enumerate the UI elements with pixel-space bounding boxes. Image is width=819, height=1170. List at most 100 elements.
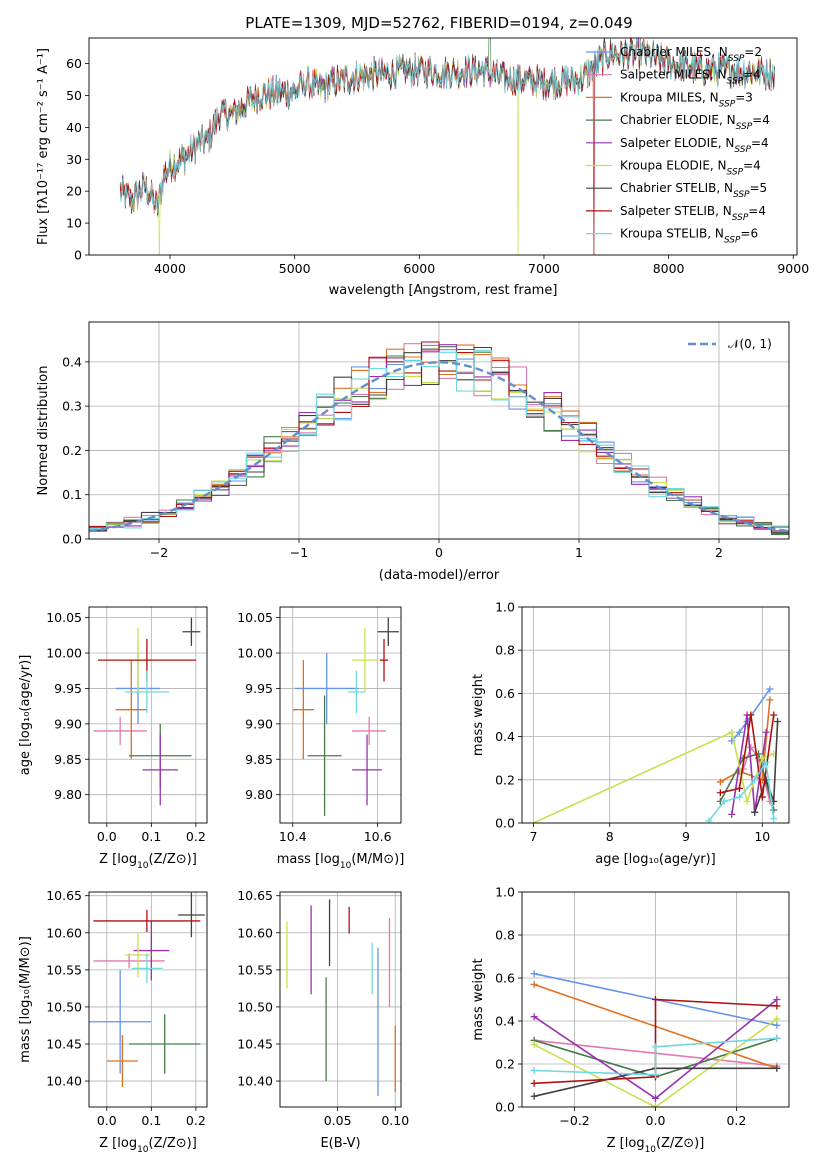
weight-marker xyxy=(652,996,659,1003)
x-tick-label: 7000 xyxy=(528,261,560,276)
y-tick-label: 0.8 xyxy=(495,643,515,658)
panel-mass-vs-metallicity: 0.0 0.1 0.2 10.40 10.45 10.50 10.55 10.60 10.65 Z… xyxy=(18,888,208,1155)
y-tick-label: 10.65 xyxy=(237,888,273,903)
weight-marker xyxy=(652,1094,659,1102)
spectrum-series-line xyxy=(119,38,775,213)
weight-marker xyxy=(735,728,743,736)
legend-entry: Salpeter STELIB, NSSP=4 xyxy=(620,204,766,223)
y-tick-label: 10.00 xyxy=(237,646,273,661)
y-tick-label: 0.0 xyxy=(495,1100,515,1115)
y-tick-label: 10.05 xyxy=(237,610,273,625)
y-tick-label: 0 xyxy=(74,248,82,263)
y-tick-label: 0.8 xyxy=(495,928,515,943)
x-axis-label: mass [log10(M/M⊙)] xyxy=(277,852,405,871)
weight-marker xyxy=(530,1092,538,1100)
weight-marker xyxy=(773,1064,781,1072)
legend-entry: Chabrier STELIB, NSSP=5 xyxy=(620,181,767,200)
x-tick-label: 5000 xyxy=(279,261,311,276)
errorbars xyxy=(93,617,201,806)
y-tick-label: 0.2 xyxy=(495,772,515,787)
y-tick-label: 9.95 xyxy=(54,681,82,696)
y-tick-label: 10.65 xyxy=(46,888,82,903)
y-tick-label: 0.2 xyxy=(62,443,82,458)
legend-entry: Salpeter MILES, NSSP=4 xyxy=(620,68,761,87)
weight-marker xyxy=(770,815,778,823)
legend-entry: Salpeter ELODIE, NSSP=4 xyxy=(620,136,769,155)
weight-marker xyxy=(735,784,743,792)
weight-marker xyxy=(720,797,728,805)
y-tick-label: 0.4 xyxy=(495,1014,515,1029)
legend-entry: Kroupa ELODIE, NSSP=4 xyxy=(620,159,761,178)
y-tick-label: 10.45 xyxy=(46,1036,82,1051)
weight-marker xyxy=(530,1066,538,1074)
y-tick-label: 9.95 xyxy=(245,681,273,696)
x-tick-label: −2 xyxy=(150,545,168,560)
panel-weight-vs-age: 7 8 9 10 0.0 0.2 0.4 0.6 0.8 1.0 age [log₁₀(age/yr… xyxy=(471,600,790,867)
x-axis-label: Z [log10(Z/Z⊙)] xyxy=(607,1136,705,1155)
y-tick-label: 9.90 xyxy=(54,716,82,731)
weight-marker xyxy=(530,1079,538,1087)
weight-marker xyxy=(773,996,781,1003)
errorbars xyxy=(292,617,399,816)
x-tick-label: 0.2 xyxy=(186,1113,206,1128)
weight-series-line xyxy=(731,688,771,742)
panel-spectrum: 4000 5000 6000 7000 8000 9000 0 10 20 30 40 50 60 wav… xyxy=(36,37,809,298)
y-tick-label: 10 xyxy=(66,216,82,231)
y-tick-label: 9.90 xyxy=(245,716,273,731)
x-tick-label: 1 xyxy=(575,545,583,560)
y-tick-label: 9.80 xyxy=(54,787,82,802)
x-axis-label: Z [log10(Z/Z⊙)] xyxy=(99,1136,197,1155)
weight-marker xyxy=(747,711,755,719)
y-tick-label: 0.0 xyxy=(495,816,515,831)
weight-marker xyxy=(774,717,782,725)
weight-lines xyxy=(529,685,782,823)
weight-marker xyxy=(773,1021,781,1029)
x-axis-label: Z [log10(Z/Z⊙)] xyxy=(99,852,197,871)
weight-marker xyxy=(529,819,537,823)
x-tick-label: 6000 xyxy=(403,261,435,276)
y-axis-label: mass [log₁₀(M/M⊙)] xyxy=(18,936,33,1063)
y-tick-label: 10.05 xyxy=(46,610,82,625)
figure-title: PLATE=1309, MJD=52762, FIBERID=0194, z=0… xyxy=(245,14,632,32)
x-tick-label: 8000 xyxy=(653,261,685,276)
weight-marker xyxy=(530,1013,538,1021)
weight-marker xyxy=(762,759,770,767)
weight-marker xyxy=(762,728,770,736)
y-tick-label: 0.4 xyxy=(495,729,515,744)
axes-frame xyxy=(279,606,402,824)
y-tick-label: 0.3 xyxy=(62,399,82,414)
legend-entry: Kroupa STELIB, NSSP=6 xyxy=(620,227,758,246)
weight-series-line xyxy=(533,1018,778,1107)
x-axis-label: wavelength [Angstrom, rest frame] xyxy=(329,283,558,298)
y-tick-label: 10.55 xyxy=(46,962,82,977)
panel-weight-vs-metallicity: −0.2 0.0 0.2 0.0 0.2 0.4 0.6 0.8 1.0 Z [log10(Z/Z… xyxy=(471,885,790,1155)
weight-marker xyxy=(705,817,713,823)
legend-entry: Chabrier MILES, NSSP=2 xyxy=(620,45,762,64)
weight-marker xyxy=(530,980,538,988)
weight-marker xyxy=(751,776,759,784)
weight-marker xyxy=(758,754,766,762)
weight-marker xyxy=(751,808,759,816)
axes-frame xyxy=(88,891,208,1108)
weight-series-line xyxy=(708,760,775,822)
axes-frame xyxy=(279,891,402,1108)
weight-marker xyxy=(743,797,751,805)
y-axis-label: mass weight xyxy=(471,674,486,756)
x-tick-label: 10 xyxy=(754,829,770,844)
weight-marker xyxy=(766,685,774,693)
panel-mass-vs-ebv: 0.05 0.10 10.40 10.45 10.50 10.55 10.60 10.65 E(… xyxy=(237,888,409,1151)
histograms xyxy=(89,341,789,536)
weight-marker xyxy=(652,1103,659,1107)
weight-marker xyxy=(770,806,778,814)
x-tick-label: 0.1 xyxy=(141,1113,161,1128)
y-tick-label: 10.40 xyxy=(46,1074,82,1089)
x-tick-label: 0.0 xyxy=(646,1113,666,1128)
x-tick-label: 10.6 xyxy=(364,829,392,844)
spectrum-lines xyxy=(119,38,775,255)
axes-frame xyxy=(521,606,790,824)
weight-lines xyxy=(530,970,781,1107)
y-axis-label: Flux [fλ10⁻¹⁷ erg cm⁻² s⁻¹ A⁻¹] xyxy=(36,48,51,245)
gaussian-curve xyxy=(89,361,789,533)
weight-series-line xyxy=(534,1037,777,1076)
x-tick-label: −1 xyxy=(290,545,308,560)
